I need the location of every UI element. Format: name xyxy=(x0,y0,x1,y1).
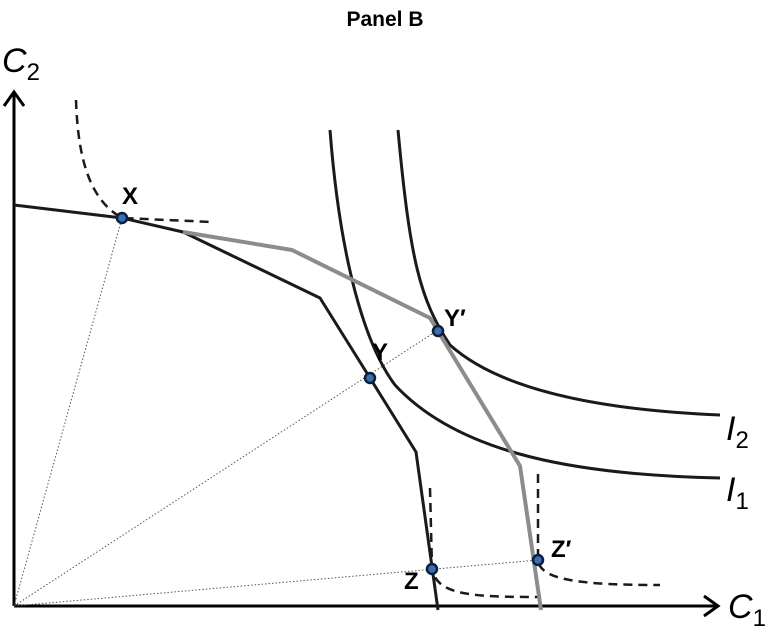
point-x-label: X xyxy=(122,183,138,210)
dashed-curve-x xyxy=(74,99,213,224)
point-z-label: Z xyxy=(404,568,419,595)
indifference-curve-i1 xyxy=(328,129,721,480)
ray-to-y-prime xyxy=(13,329,439,607)
ray-to-x xyxy=(13,217,123,607)
x-axis-arrow xyxy=(703,594,721,618)
indifference-curve-i2 xyxy=(396,129,721,417)
point-y-prime-label: Y′ xyxy=(444,305,466,332)
production-frontier xyxy=(13,203,440,611)
expanded-production-frontier xyxy=(182,230,543,611)
y-axis-label: C2 xyxy=(2,42,40,86)
point-z xyxy=(425,562,439,576)
rays-from-origin xyxy=(13,217,539,607)
ray-to-z-prime xyxy=(13,559,539,607)
point-y-label: Y xyxy=(372,339,388,366)
panel-title: Panel B xyxy=(346,8,423,31)
curve-i1-label: I1 xyxy=(726,471,749,515)
point-y-prime xyxy=(431,324,445,338)
point-x xyxy=(115,211,129,225)
dashed-curve-z-prime xyxy=(536,474,661,587)
point-y xyxy=(363,371,377,385)
dashed-curve-z xyxy=(428,487,541,599)
point-z-prime xyxy=(531,553,545,567)
axes xyxy=(2,89,721,618)
curve-i2-label: I2 xyxy=(726,410,749,454)
point-z-prime-label: Z′ xyxy=(551,536,572,563)
y-axis-arrow xyxy=(2,89,26,107)
x-axis-label: C1 xyxy=(728,588,766,632)
